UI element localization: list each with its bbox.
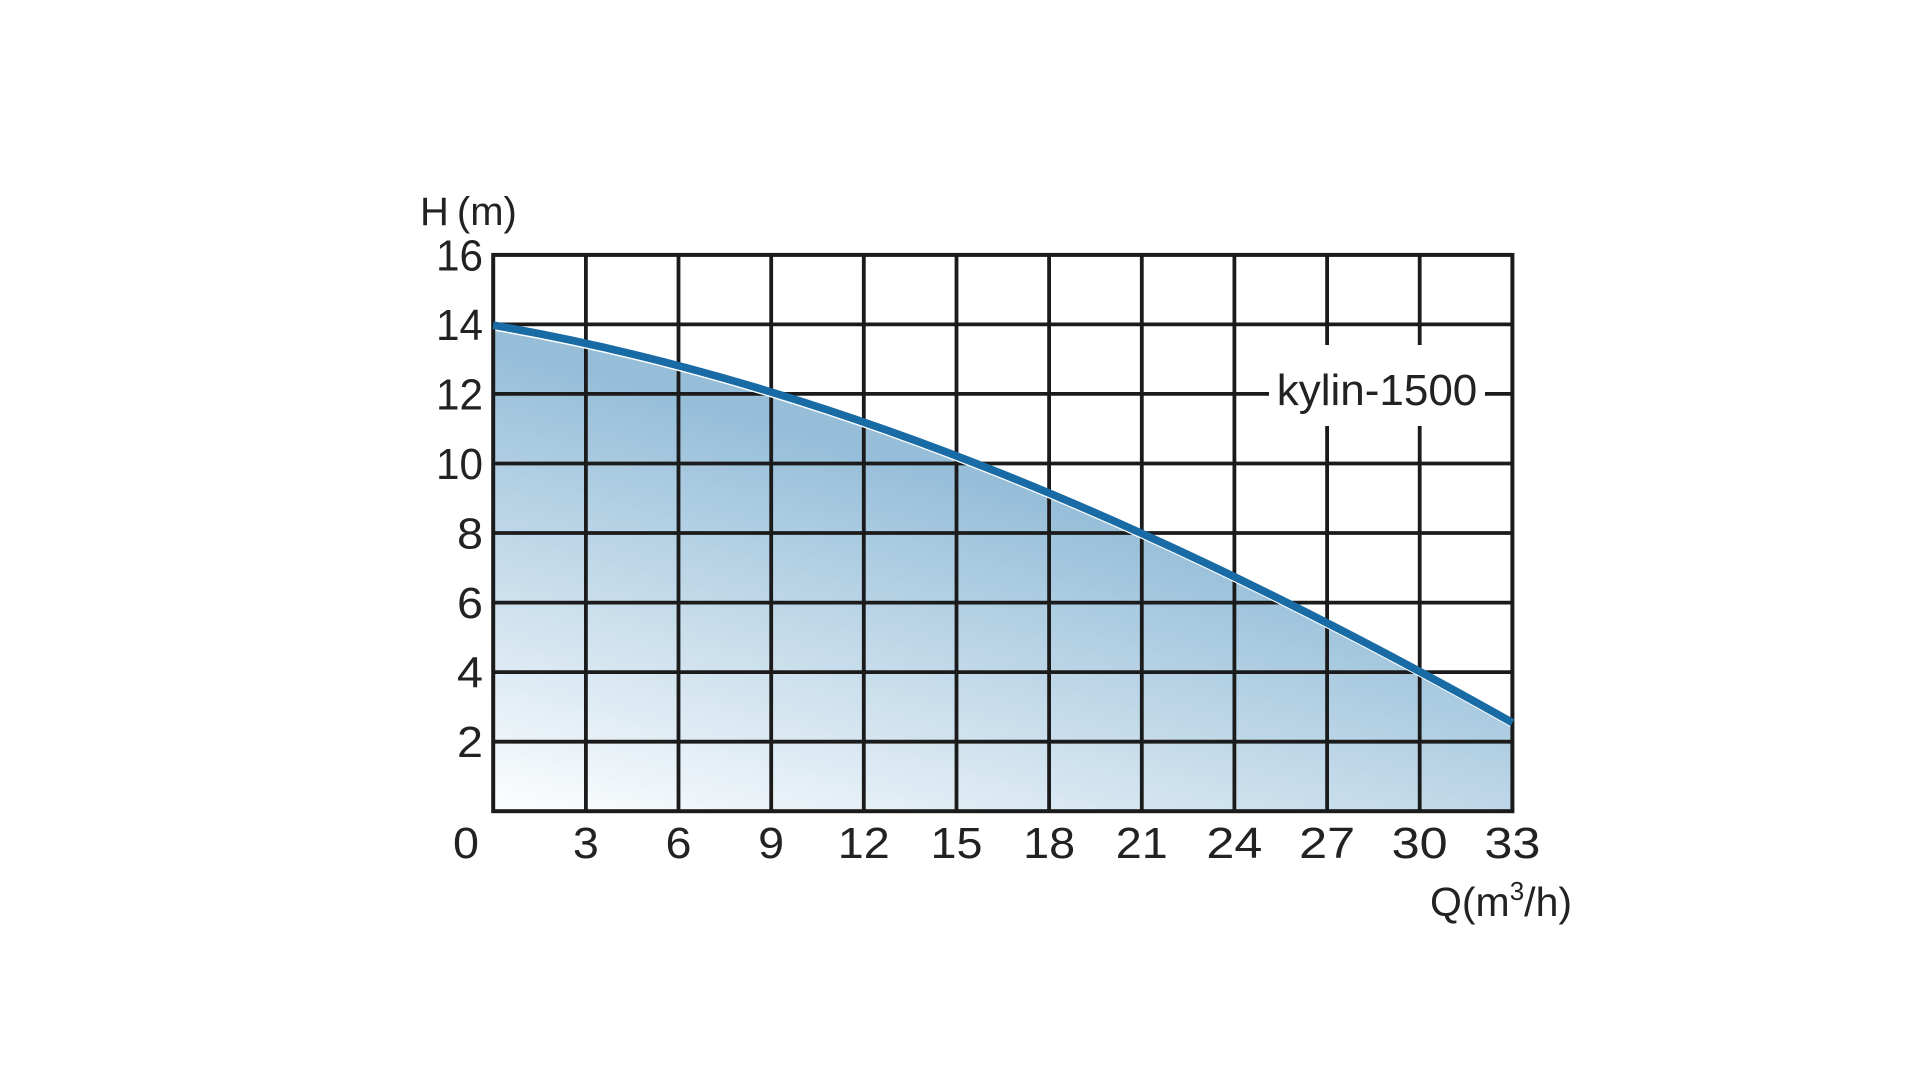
svg-text:kylin-1500: kylin-1500 bbox=[1277, 366, 1478, 415]
svg-text:14: 14 bbox=[436, 301, 483, 350]
svg-text:0: 0 bbox=[453, 819, 479, 868]
svg-text:2: 2 bbox=[457, 718, 483, 767]
svg-text:3: 3 bbox=[573, 819, 599, 868]
svg-text:16: 16 bbox=[436, 231, 483, 280]
svg-text:8: 8 bbox=[457, 510, 483, 559]
svg-text:6: 6 bbox=[666, 819, 692, 868]
svg-text:15: 15 bbox=[931, 819, 983, 868]
svg-text:27: 27 bbox=[1299, 819, 1355, 868]
svg-text:21: 21 bbox=[1116, 819, 1168, 868]
svg-text:Q(m3/h): Q(m3/h) bbox=[1430, 876, 1572, 925]
svg-text:H (m): H (m) bbox=[420, 190, 517, 234]
svg-text:6: 6 bbox=[457, 579, 483, 628]
svg-text:12: 12 bbox=[838, 819, 890, 868]
svg-text:9: 9 bbox=[758, 819, 784, 868]
svg-text:33: 33 bbox=[1484, 819, 1540, 868]
svg-text:4: 4 bbox=[457, 649, 483, 698]
svg-text:18: 18 bbox=[1023, 819, 1075, 868]
svg-text:30: 30 bbox=[1392, 819, 1448, 868]
svg-text:10: 10 bbox=[436, 440, 483, 489]
svg-text:24: 24 bbox=[1206, 819, 1262, 868]
svg-text:12: 12 bbox=[436, 370, 483, 419]
